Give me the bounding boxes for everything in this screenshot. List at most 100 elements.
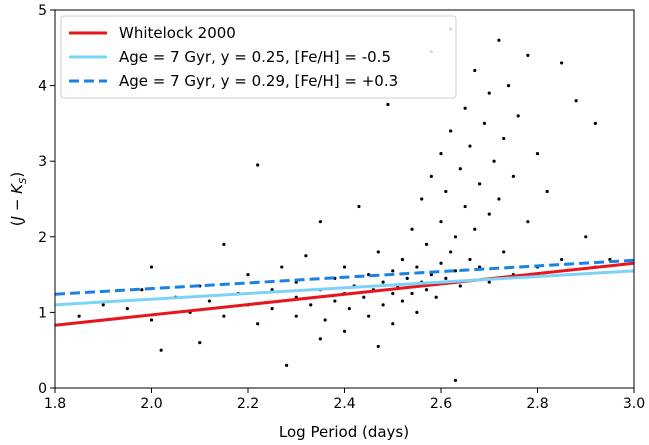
point: [391, 322, 395, 326]
y-axis-label-part: −: [8, 194, 26, 216]
y-axis-label-part: J: [8, 216, 26, 223]
point: [415, 265, 419, 269]
point: [400, 299, 404, 303]
point: [149, 265, 154, 269]
plot: [55, 27, 634, 383]
y-tick-label: 0: [38, 381, 47, 397]
point: [458, 284, 462, 288]
point: [391, 291, 395, 296]
point: [285, 363, 289, 367]
point: [256, 163, 260, 167]
point: [256, 322, 260, 326]
point: [149, 318, 154, 322]
point: [342, 265, 347, 269]
point: [482, 121, 487, 125]
x-axis-label: Log Period (days): [279, 423, 409, 441]
point: [439, 261, 443, 265]
point: [439, 152, 443, 156]
point: [492, 159, 496, 163]
point: [391, 269, 395, 273]
point: [367, 314, 371, 318]
plot-frame: [54, 9, 635, 389]
legend-box: [60, 15, 457, 99]
y-axis-label-part: ): [8, 172, 26, 178]
x-tick-label: 1.8: [44, 396, 66, 412]
point: [449, 129, 453, 133]
x-tick-label: 2.4: [333, 396, 355, 412]
point: [125, 307, 129, 311]
point: [473, 68, 477, 73]
point: [270, 307, 274, 311]
point: [415, 310, 419, 314]
point: [463, 106, 467, 110]
point: [511, 174, 515, 178]
point: [453, 378, 458, 383]
point: [222, 314, 226, 318]
point: [444, 189, 448, 194]
point: [159, 348, 163, 352]
point: [502, 136, 506, 141]
x-tick-label: 2.2: [237, 396, 259, 412]
point: [333, 299, 337, 303]
x-tick-label: 2.8: [526, 396, 548, 412]
point: [362, 295, 366, 299]
y-tick-label: 2: [38, 230, 47, 246]
point: [453, 269, 458, 273]
point: [473, 227, 477, 231]
point: [304, 254, 308, 258]
point: [347, 307, 351, 311]
point: [429, 174, 433, 178]
point: [463, 204, 467, 209]
point: [270, 288, 274, 292]
point: [560, 61, 564, 65]
point: [468, 257, 472, 262]
point: [323, 318, 327, 322]
point: [497, 197, 501, 201]
point: [410, 227, 414, 231]
point: [280, 265, 284, 269]
point: [506, 84, 511, 88]
point: [453, 235, 458, 239]
point: [487, 212, 491, 216]
y-tick-label: 3: [38, 154, 47, 170]
point: [487, 280, 491, 284]
legend-label: Whitelock 2000: [119, 24, 236, 42]
point: [449, 250, 453, 254]
point: [140, 288, 144, 292]
point: [77, 314, 81, 318]
point: [478, 182, 482, 186]
point: [381, 303, 385, 307]
point: [574, 99, 578, 103]
point: [429, 273, 433, 277]
point: [222, 242, 226, 246]
line: [55, 269, 634, 307]
point: [357, 204, 361, 209]
y-axis-label-part: K: [8, 183, 26, 194]
point: [381, 280, 385, 284]
x-tick-label: 2.6: [430, 396, 452, 412]
point: [502, 250, 506, 254]
y-axis-label: (J − KS): [8, 172, 29, 226]
point: [584, 235, 588, 239]
point: [405, 276, 409, 280]
point: [410, 291, 414, 296]
point: [434, 295, 438, 299]
x-tick-label: 3.0: [623, 396, 645, 412]
line: [55, 258, 634, 296]
point: [376, 250, 380, 254]
point: [309, 303, 313, 307]
point: [545, 189, 549, 194]
point: [497, 38, 501, 42]
point: [458, 167, 462, 171]
point: [246, 273, 250, 277]
point: [439, 220, 443, 224]
y-tick-label: 4: [38, 79, 47, 95]
point: [294, 314, 298, 318]
point: [487, 91, 491, 95]
legend-label: Age = 7 Gyr, y = 0.25, [Fe/H] = -0.5: [119, 48, 391, 66]
point: [593, 121, 598, 125]
point: [342, 329, 347, 333]
point: [444, 276, 448, 280]
point: [424, 288, 429, 292]
